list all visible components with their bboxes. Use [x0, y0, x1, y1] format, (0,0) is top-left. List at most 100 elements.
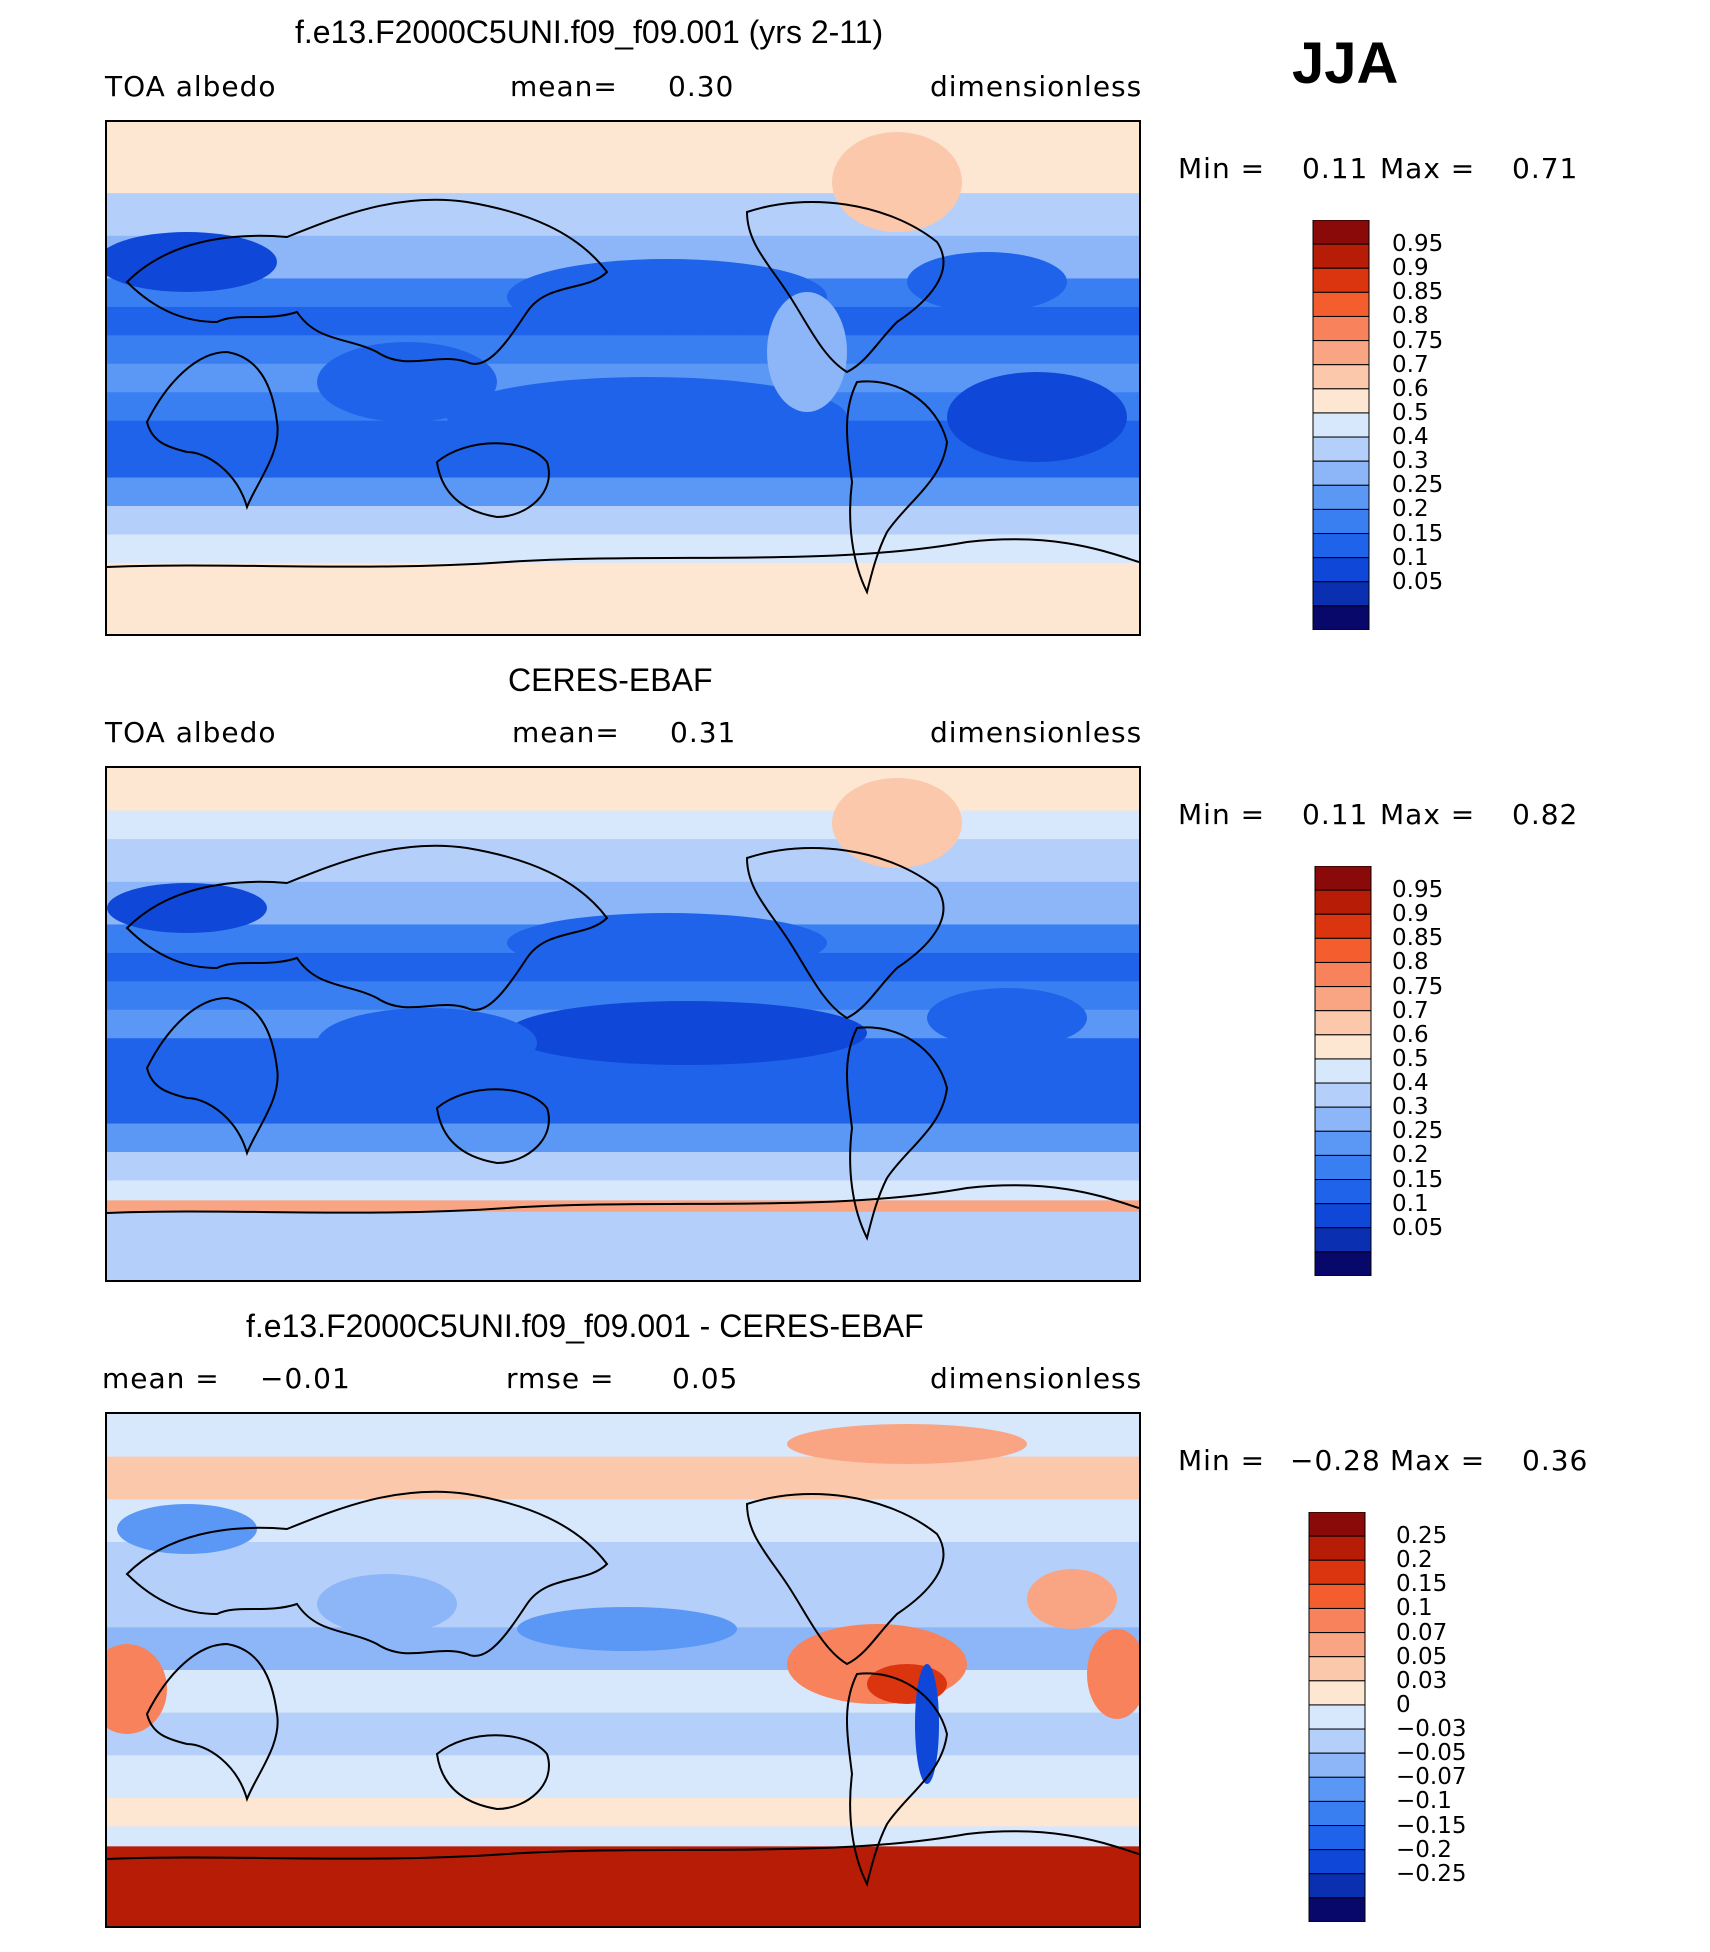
colorbar-swatch [1308, 1873, 1366, 1899]
colorbar-swatch [1312, 484, 1370, 510]
panel2-min-label: Min = [1178, 798, 1266, 831]
panel2-max-value: 0.82 [1512, 798, 1579, 831]
panel1-mean-value: 0.30 [668, 70, 735, 103]
colorbar-swatch [1308, 1535, 1366, 1561]
colorbar-tick-label: 0.5 [1392, 399, 1429, 426]
colorbar-swatch [1312, 508, 1370, 535]
panel3-title: f.e13.F2000C5UNI.f09_f09.001 - CERES-EBA… [246, 1308, 924, 1344]
coastline [846, 380, 949, 595]
panel1-max-label: Max = [1380, 152, 1476, 185]
colorbar-swatch [1308, 1800, 1366, 1827]
colorbar-tick-label: 0.95 [1392, 877, 1444, 904]
colorbar-tick-label: 0.1 [1396, 1595, 1433, 1622]
colorbar-swatch [1308, 1632, 1366, 1658]
zonal-band [107, 591, 1139, 634]
colorbar-swatch [1312, 557, 1370, 583]
panel3-map [105, 1412, 1141, 1928]
colorbar-tick-label: 0.3 [1392, 448, 1429, 475]
colorbar-swatch [1308, 1728, 1366, 1754]
colorbar-swatch [1312, 436, 1370, 462]
panel2-coastlines [107, 844, 1139, 1241]
colorbar-tick-label: 0.4 [1392, 424, 1429, 451]
zonal-band [107, 810, 1139, 840]
colorbar-tick-label: 0.5 [1392, 1045, 1429, 1072]
zonal-band [107, 1542, 1139, 1586]
zonal-band [107, 1066, 1139, 1096]
panel3-coastlines [107, 1490, 1139, 1887]
colorbar-swatch [1308, 1583, 1366, 1609]
panel2-title: CERES-EBAF [508, 662, 713, 698]
panel1-title: f.e13.F2000C5UNI.f09_f09.001 (yrs 2-11) [295, 14, 884, 50]
coastline [846, 1026, 949, 1241]
colorbar-tick-label: 0.2 [1392, 496, 1429, 523]
colorbar-swatch [1312, 315, 1370, 342]
coastline [435, 1734, 550, 1811]
colorbar-swatch [1314, 865, 1372, 891]
colorbar-swatch [1308, 1897, 1366, 1923]
colorbar-tick-label: 0.6 [1392, 375, 1429, 402]
panel2-patches [107, 778, 1087, 1078]
colorbar-tick-label: 0.75 [1392, 973, 1444, 1000]
colorbar-tick-label: 0.7 [1392, 351, 1429, 378]
panel2-min-value: 0.11 [1302, 798, 1369, 831]
colorbar-tick-label: 0.15 [1396, 1571, 1448, 1598]
colorbar-swatch [1312, 460, 1370, 486]
zonal-band [107, 1095, 1139, 1125]
colorbar-swatch [1312, 388, 1370, 414]
colorbar-tick-label: 0.8 [1392, 303, 1429, 330]
panel3-patches [107, 1424, 1139, 1784]
colorbar-swatch [1314, 1203, 1372, 1229]
zonal-band [107, 1712, 1139, 1756]
panel1-patches [107, 132, 1127, 462]
colorbar-swatch [1308, 1656, 1366, 1682]
panel3-units-label: dimensionless [930, 1362, 1143, 1395]
panel1-map [105, 120, 1141, 636]
zonal-band [107, 1123, 1139, 1153]
zonal-band [107, 193, 1139, 237]
zonal-band [107, 506, 1139, 535]
colorbar-tick-label: 0.9 [1392, 255, 1429, 282]
zonal-band [107, 1826, 1139, 1847]
colorbar-tick-label: −0.15 [1396, 1812, 1467, 1839]
colorbar-tick-label: 0.25 [1392, 472, 1444, 499]
coastline [125, 198, 609, 365]
colorbar-swatch [1308, 1825, 1366, 1851]
colorbar-tick-label: 0.15 [1392, 1166, 1444, 1193]
colorbar-tick-label: 0.1 [1392, 1190, 1429, 1217]
coastline [125, 844, 609, 1011]
coastline [745, 1493, 945, 1666]
zonal-band [107, 1846, 1139, 1926]
colorbar-tick-label: 0.95 [1392, 231, 1444, 258]
panel2-units-label: dimensionless [930, 716, 1143, 749]
panel1-colorbar [1312, 219, 1374, 635]
colorbar-tick-label: 0.05 [1392, 1214, 1444, 1241]
coastline [145, 350, 279, 511]
colorbar-swatch [1314, 1251, 1372, 1277]
colorbar-tick-label: 0.25 [1392, 1118, 1444, 1145]
zonal-band [107, 1152, 1139, 1181]
colorbar-swatch [1314, 889, 1372, 915]
colorbar-tick-label: 0.2 [1396, 1547, 1433, 1574]
coastline [107, 1830, 1139, 1860]
panel3-mean-value: −0.01 [260, 1362, 351, 1395]
colorbar-tick-label: 0.3 [1392, 1094, 1429, 1121]
panel1-units-label: dimensionless [930, 70, 1143, 103]
colorbar-swatch [1312, 243, 1370, 269]
zonal-band [107, 562, 1139, 592]
panel3-min-label: Min = [1178, 1444, 1266, 1477]
panel1-coastlines [107, 198, 1139, 595]
colorbar-swatch [1314, 1154, 1372, 1181]
panel1-min-value: 0.11 [1302, 152, 1369, 185]
colorbar-tick-label: 0 [1396, 1691, 1411, 1718]
panel3-zonal-bands [107, 1414, 1139, 1926]
colorbar-swatch [1312, 581, 1370, 607]
colorbar-swatch [1314, 986, 1372, 1012]
panel2-map [105, 766, 1141, 1282]
season-label: JJA [1292, 31, 1399, 96]
panel3-min-value: −0.28 [1290, 1444, 1381, 1477]
colorbar-tick-label: 0.8 [1392, 949, 1429, 976]
colorbar-tick-label: 0.05 [1392, 568, 1444, 595]
colorbar-tick-label: 0.4 [1392, 1070, 1429, 1097]
coastline [435, 442, 550, 519]
colorbar-swatch [1314, 937, 1372, 963]
